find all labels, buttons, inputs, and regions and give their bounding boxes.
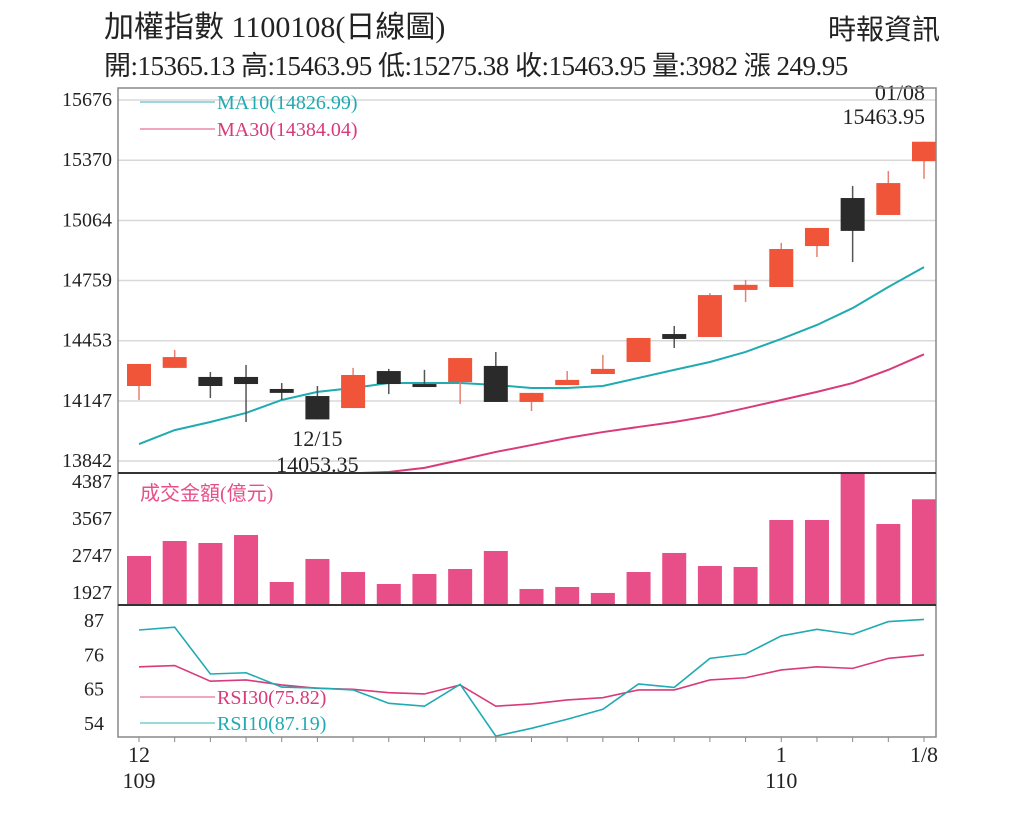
volume-bar — [912, 499, 936, 605]
candle-up — [912, 141, 936, 162]
candle-up — [626, 337, 651, 362]
ma30-legend-label: MA30(14384.04) — [217, 119, 358, 141]
volume-title: 成交金額(億元) — [140, 482, 273, 505]
candle-up — [555, 379, 580, 386]
ohlc-summary: 開:15365.13 高:15463.95 低:15275.38 收:15463… — [104, 51, 848, 81]
volume-bar — [448, 568, 473, 605]
candle-down — [234, 376, 259, 385]
candle-up — [804, 227, 829, 247]
last-value-label: 15463.95 — [843, 104, 926, 129]
price-plot — [127, 141, 936, 473]
candle-up — [590, 368, 615, 374]
plot-frame — [117, 87, 937, 738]
price-tick-label: 15370 — [62, 149, 112, 171]
rsi-tick-label: 76 — [84, 644, 104, 666]
price-tick-label: 14453 — [62, 330, 112, 352]
volume-bar — [519, 588, 544, 605]
low-date-label: 12/15 — [292, 426, 342, 451]
last-date-label: 01/08 — [875, 80, 925, 105]
volume-tick-label: 2747 — [72, 545, 112, 567]
candle-up — [519, 392, 544, 402]
x-tick-sublabel: 109 — [123, 768, 156, 793]
volume-tick-label: 4387 — [72, 471, 112, 493]
volume-tick-label: 3567 — [72, 508, 112, 530]
candle-up — [127, 363, 151, 387]
candle-down — [662, 334, 687, 339]
rsi30-line — [138, 654, 925, 707]
volume-bar — [305, 558, 330, 605]
rsi-tick-label: 65 — [84, 679, 104, 701]
rsi-plot — [138, 618, 925, 737]
ma30-line — [139, 353, 925, 473]
rsi10-line — [138, 618, 925, 737]
x-tick-label: 1/8 — [910, 742, 938, 767]
chart-title: 加權指數 1100108(日線圖) — [104, 11, 446, 44]
volume-bar — [269, 581, 294, 605]
candle-up — [448, 358, 473, 383]
volume-bar — [376, 583, 401, 605]
volume-bar — [127, 555, 151, 605]
volume-bar — [412, 573, 437, 605]
candle-down — [483, 365, 508, 402]
candle-up — [769, 249, 794, 287]
volume-bar — [483, 550, 508, 605]
candle-down — [412, 384, 437, 388]
volume-bar — [697, 566, 722, 605]
rsi30-legend-label: RSI30(75.82) — [217, 687, 326, 709]
price-tick-label: 15676 — [62, 89, 112, 111]
rsi-tick-label: 54 — [84, 713, 104, 735]
rsi10-legend-label: RSI10(87.19) — [217, 713, 326, 735]
ma10-line — [138, 266, 925, 446]
volume-bar — [733, 567, 758, 605]
rsi-tick-label: 87 — [84, 610, 104, 632]
candle-down — [376, 371, 401, 385]
volume-bar — [162, 541, 187, 605]
candle-down — [198, 376, 223, 387]
volume-tick-label: 1927 — [72, 582, 112, 604]
volume-bar — [626, 572, 651, 605]
candle-up — [341, 374, 366, 409]
volume-bar — [769, 519, 794, 605]
volume-bar — [234, 535, 259, 605]
volume-bar — [662, 552, 687, 605]
x-tick-sublabel: 110 — [765, 768, 797, 793]
volume-bar — [590, 592, 615, 605]
source-label: 時報資訊 — [828, 15, 941, 46]
volume-bar — [555, 586, 580, 605]
candle-down — [305, 396, 330, 420]
volume-plot — [127, 473, 936, 605]
candle-down — [269, 388, 294, 393]
candle-up — [162, 357, 187, 368]
candle-down — [840, 198, 865, 231]
price-tick-label: 14147 — [62, 390, 112, 412]
volume-bar — [840, 473, 865, 605]
x-tick-label: 1 — [776, 742, 787, 767]
candle-up — [733, 284, 758, 290]
ma10-legend-label: MA10(14826.99) — [217, 92, 358, 114]
volume-bar — [198, 542, 223, 605]
candle-up — [697, 295, 722, 337]
x-tick-label: 12 — [128, 742, 150, 767]
price-tick-label: 15064 — [62, 209, 112, 231]
volume-bar — [804, 519, 829, 605]
candle-up — [876, 183, 901, 215]
price-tick-label: 14759 — [62, 270, 112, 292]
price-tick-label: 13842 — [62, 450, 112, 472]
volume-bar — [341, 572, 366, 605]
volume-bar — [876, 524, 901, 605]
